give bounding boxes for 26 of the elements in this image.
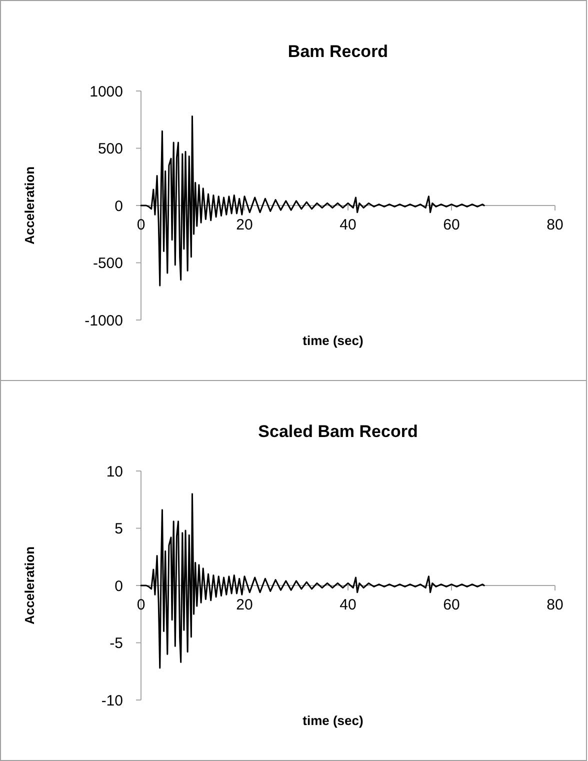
y-tick-label: -5	[110, 635, 123, 652]
y-axis-title: Acceleration	[22, 546, 37, 625]
x-tick-label: 0	[136, 216, 146, 234]
x-axis-title: time (sec)	[302, 333, 364, 348]
y-tick-label: -1000	[84, 312, 123, 330]
y-tick-label: 500	[98, 140, 123, 158]
y-tick-label: -500	[92, 255, 123, 272]
chart-title: Bam Record	[288, 42, 388, 61]
x-tick-label: 60	[443, 216, 460, 234]
x-tick-label: 80	[546, 596, 564, 614]
x-axis-title: time (sec)	[302, 713, 364, 728]
y-tick-label: 5	[114, 520, 123, 538]
x-tick-label: 40	[340, 596, 356, 614]
x-tick-label: 40	[340, 216, 356, 234]
chart-title: Scaled Bam Record	[258, 422, 418, 441]
x-tick-label: 0	[136, 596, 146, 614]
y-tick-label: 10	[106, 463, 123, 480]
y-tick-label: -10	[101, 692, 123, 710]
x-tick-label: 20	[236, 216, 253, 234]
y-tick-label: 0	[114, 198, 123, 215]
x-tick-label: 60	[443, 596, 460, 614]
y-axis-title: Acceleration	[22, 166, 37, 245]
x-tick-label: 20	[236, 596, 253, 614]
y-tick-label: 0	[114, 578, 123, 595]
x-tick-label: 80	[546, 216, 564, 234]
y-tick-label: 1000	[90, 83, 123, 100]
